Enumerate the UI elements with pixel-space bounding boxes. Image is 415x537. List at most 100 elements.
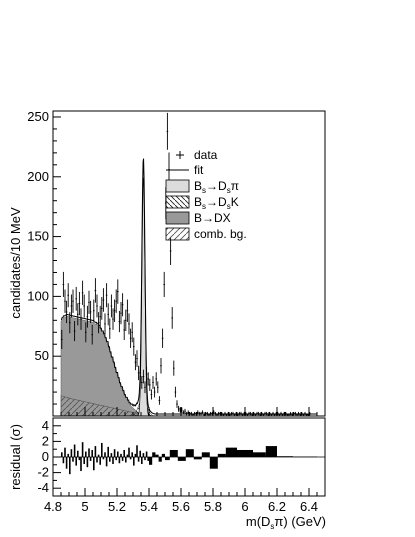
residual-bar [158, 457, 162, 462]
residual-bar [141, 457, 143, 465]
legend-entry-data: data [176, 148, 218, 162]
residual-bar [89, 457, 92, 461]
legend-label-bsdsk: Bs→DsK [194, 195, 239, 211]
residual-bar [201, 452, 210, 457]
top-y-tick-label: 250 [27, 109, 49, 124]
residual-bar [70, 449, 73, 457]
x-tick-label: 5.6 [172, 499, 190, 514]
residual-bar [78, 457, 81, 461]
residual-bar [77, 450, 79, 457]
top-x-ticks [52, 407, 326, 416]
legend-entry-fit: fit [166, 163, 204, 177]
x-tick-label: 5 [81, 499, 88, 514]
residual-bar [225, 447, 237, 457]
x-tick-label: 6.2 [268, 499, 286, 514]
residual-bar [155, 454, 159, 457]
residual-bar [217, 453, 226, 457]
residual-y-tick-label: -2 [37, 465, 49, 480]
residual-bar [134, 453, 137, 457]
residual-bar [277, 456, 293, 457]
residual-bar [144, 457, 146, 461]
residual-bar [177, 457, 186, 461]
residual-y-tick-label: 2 [42, 433, 49, 448]
residual-bar [102, 457, 105, 460]
residual-bar [64, 447, 66, 457]
legend-label-fit: fit [194, 163, 204, 177]
residual-bar [99, 457, 101, 465]
residual-bar [80, 457, 82, 472]
residual-bar [72, 457, 74, 462]
residual-bar [123, 449, 125, 457]
residual-bar [85, 451, 87, 457]
x-tick-label: 5.4 [140, 499, 158, 514]
residual-bar [165, 457, 170, 461]
residual-bar [75, 457, 77, 466]
residual-bar [86, 457, 89, 468]
top-y-tick-label: 100 [27, 288, 49, 303]
residual-bar [193, 457, 202, 460]
residual-bar [110, 453, 113, 457]
residual-bar [145, 451, 148, 457]
residual-bar [73, 444, 76, 457]
residual-bar [115, 457, 117, 461]
x-tick-label: 5.2 [108, 499, 126, 514]
x-tick-label: 6.4 [300, 499, 318, 514]
top-y-tick-label: 50 [35, 348, 49, 363]
legend-label-data: data [194, 148, 218, 162]
residual-bar [109, 457, 111, 462]
residual-bar [209, 457, 218, 469]
x-tick-label: 6 [241, 499, 248, 514]
residual-bar [118, 457, 121, 464]
legend-entry-bsdsk: Bs→DsK [165, 195, 239, 211]
residual-bar [152, 452, 156, 457]
residual-y-tick-label: -4 [37, 480, 49, 495]
residual-y-axis-label: residual (σ) [8, 424, 23, 490]
residual-bar [126, 454, 129, 457]
legend-entry-bsdspi: Bs→Dsπ [165, 179, 239, 195]
legend-label-bdx: B→DX [194, 211, 231, 225]
residual-bar [149, 457, 153, 465]
legend-entry-comb: comb. bg. [165, 227, 247, 241]
legend-label-comb: comb. bg. [194, 227, 247, 241]
residual-bar [142, 453, 145, 457]
residual-bar [120, 453, 122, 457]
residual-bar [69, 457, 71, 475]
residual-bar [129, 457, 132, 460]
residual-bar [83, 457, 85, 465]
residual-bars [53, 442, 325, 475]
top-y-tick-label: 200 [27, 169, 49, 184]
top-y-axis: 50 100 150 200 250 [27, 109, 61, 405]
residual-bar [147, 457, 149, 461]
residual-bar [94, 446, 97, 457]
residual-bar [139, 450, 141, 457]
residual-bar [117, 451, 119, 457]
residual-bar [93, 457, 95, 471]
residual-bar [67, 453, 69, 457]
residual-bar [62, 457, 65, 464]
top-y-tick-label: 150 [27, 229, 49, 244]
residual-bar [113, 449, 116, 457]
residual-bar [137, 457, 140, 462]
residual-bar [96, 457, 98, 463]
residual-bar [104, 452, 106, 457]
residual-bar [97, 454, 100, 457]
residual-y-tick-label: 0 [42, 449, 49, 464]
residual-bar [161, 453, 165, 457]
legend-entry-bdx: B→DX [165, 211, 231, 225]
residual-bar [121, 457, 124, 461]
residual-bar [169, 449, 178, 457]
residual-y-tick-label: 4 [42, 418, 49, 433]
residual-x-axis: 4.8 5 5.2 5.4 5.6 5.8 6 6.2 6.4 [44, 488, 326, 514]
residual-bar [131, 452, 133, 457]
residual-bar [133, 457, 135, 466]
residual-bar [128, 447, 130, 457]
residual-bar [81, 442, 84, 457]
x-tick-label: 5.8 [204, 499, 222, 514]
residual-bar [185, 449, 194, 457]
residual-bar [65, 457, 68, 469]
legend-label-bsdspi: Bs→Dsπ [194, 179, 239, 195]
legend: data fit Bs→Dsπ Bs→DsK B→DX comb. bg. [165, 148, 247, 241]
x-tick-label: 4.8 [44, 499, 62, 514]
